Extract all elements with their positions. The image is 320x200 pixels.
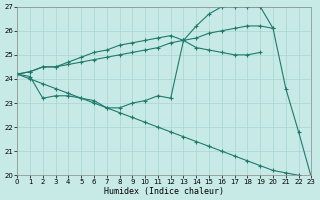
- X-axis label: Humidex (Indice chaleur): Humidex (Indice chaleur): [104, 187, 224, 196]
